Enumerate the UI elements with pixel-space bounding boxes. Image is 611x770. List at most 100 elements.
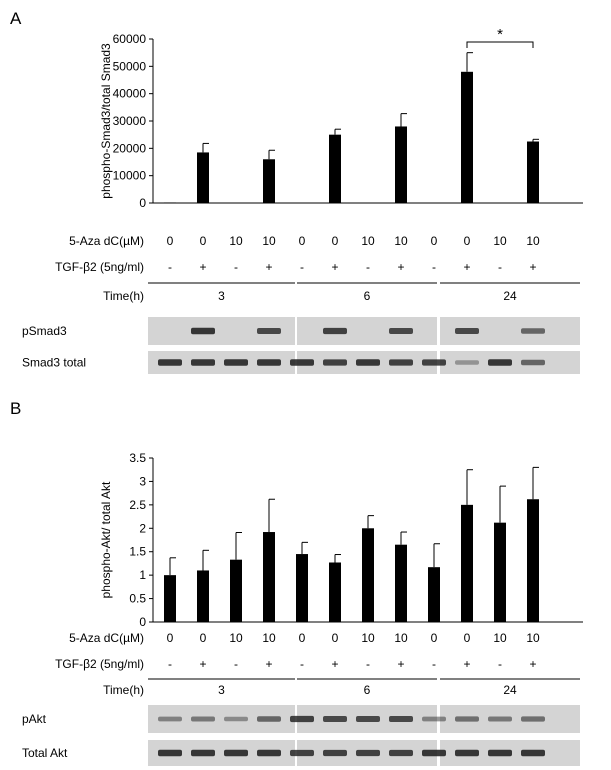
tgf-value: - [234, 657, 238, 671]
y-axis-label: phospho-Akt/ total Akt [99, 481, 113, 598]
blot-band [521, 749, 545, 757]
blot-band [488, 359, 512, 366]
blot-band [356, 749, 380, 757]
blot-label: Total Akt [22, 746, 68, 760]
tgf-label: TGF-β2 (5ng/ml) [55, 657, 144, 671]
blot-band [191, 749, 215, 757]
bar [263, 532, 275, 622]
blot-band [323, 327, 347, 335]
blot-band [290, 715, 314, 723]
tgf-value: - [498, 657, 502, 671]
time-label: Time(h) [103, 289, 144, 303]
bar [263, 159, 275, 203]
aza-value: 10 [526, 631, 540, 645]
tgf-value: + [265, 260, 272, 274]
bar [329, 134, 341, 203]
tgf-value: + [199, 657, 206, 671]
blot-band [158, 359, 182, 366]
y-tick-label: 3.5 [129, 451, 146, 465]
tgf-value: - [432, 657, 436, 671]
blot-band [389, 716, 413, 722]
blot-band [323, 716, 347, 722]
time-value: 24 [503, 683, 517, 697]
tgf-value: - [432, 260, 436, 274]
bar [296, 554, 308, 622]
aza-value: 0 [167, 631, 174, 645]
bar [461, 504, 473, 622]
blot-band [224, 716, 248, 722]
aza-value: 0 [332, 631, 339, 645]
bar [527, 499, 539, 622]
y-axis-label: phospho-Smad3/total Smad3 [99, 43, 113, 199]
aza-value: 10 [229, 631, 243, 645]
y-tick-label: 10000 [113, 169, 147, 183]
bar [329, 562, 341, 622]
tgf-value: + [529, 657, 536, 671]
tgf-value: - [300, 657, 304, 671]
blot-band [191, 716, 215, 722]
blot-band [488, 749, 512, 757]
blot-band [389, 749, 413, 757]
bar [428, 567, 440, 622]
tgf-value: + [199, 260, 206, 274]
aza-value: 0 [200, 631, 207, 645]
blot-strip [297, 317, 437, 345]
tgf-value: + [331, 657, 338, 671]
time-label: Time(h) [103, 683, 144, 697]
blot-band [356, 716, 380, 722]
aza-label: 5-Aza dC(µM) [69, 234, 144, 248]
blot-label: pAkt [22, 712, 47, 726]
blot-band [356, 359, 380, 366]
blot-band [389, 359, 413, 366]
aza-value: 10 [229, 234, 243, 248]
panel-a: A0100002000030000400005000060000phospho-… [10, 9, 583, 374]
y-tick-label: 0.5 [129, 592, 146, 606]
aza-value: 0 [299, 631, 306, 645]
blot-band [521, 716, 545, 722]
y-tick-label: 30000 [113, 114, 147, 128]
tgf-value: + [463, 260, 470, 274]
tgf-value: + [397, 657, 404, 671]
aza-value: 10 [394, 631, 408, 645]
blot-band [158, 749, 182, 757]
bar [527, 141, 539, 203]
y-tick-label: 40000 [113, 87, 147, 101]
y-tick-label: 20000 [113, 141, 147, 155]
aza-value: 10 [394, 234, 408, 248]
bar [164, 202, 176, 203]
aza-value: 10 [262, 631, 276, 645]
time-value: 3 [218, 683, 225, 697]
panel-letter: A [10, 9, 22, 28]
blot-band [455, 749, 479, 757]
blot-band [323, 749, 347, 757]
blot-band [290, 359, 314, 366]
blot-band [158, 716, 182, 722]
blot-band [521, 328, 545, 334]
blot-band [224, 749, 248, 757]
significance-star: * [497, 26, 503, 43]
tgf-value: + [331, 260, 338, 274]
blot-band [257, 359, 281, 366]
blot-band [455, 328, 479, 334]
aza-value: 0 [431, 234, 438, 248]
tgf-value: - [300, 260, 304, 274]
bar [494, 522, 506, 622]
y-tick-label: 2 [139, 521, 146, 535]
bar [362, 528, 374, 622]
blot-band [257, 328, 281, 334]
aza-value: 0 [464, 234, 471, 248]
bar [395, 126, 407, 203]
blot-band [191, 359, 215, 366]
blot-band [323, 359, 347, 366]
aza-value: 10 [493, 631, 507, 645]
tgf-value: + [397, 260, 404, 274]
y-tick-label: 60000 [113, 32, 147, 46]
panel-letter: B [10, 399, 21, 418]
tgf-value: - [168, 657, 172, 671]
blot-band [422, 359, 446, 366]
y-tick-label: 1.5 [129, 545, 146, 559]
aza-value: 10 [361, 234, 375, 248]
blot-band [455, 716, 479, 722]
bar [164, 575, 176, 622]
